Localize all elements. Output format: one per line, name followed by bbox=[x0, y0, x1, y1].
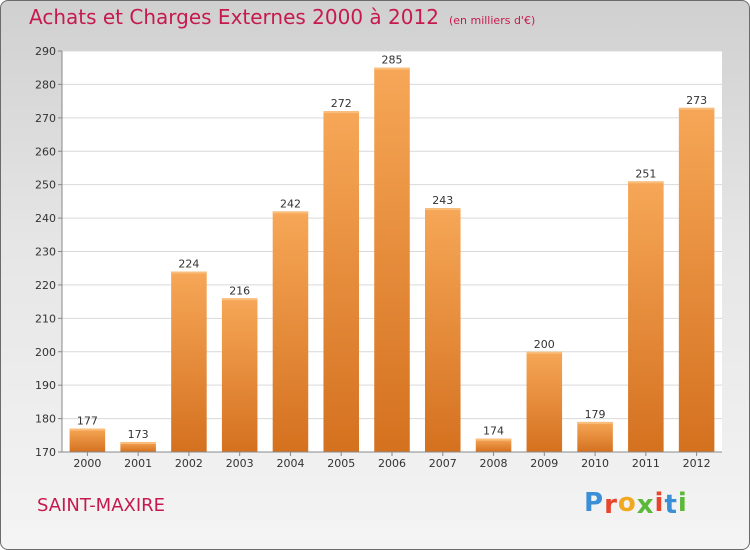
x-tick-label-2008: 2008 bbox=[480, 457, 508, 470]
x-tick-label-2001: 2001 bbox=[124, 457, 152, 470]
bar-2009[interactable] bbox=[526, 351, 563, 452]
x-tick-label-2009: 2009 bbox=[530, 457, 558, 470]
bars-group bbox=[69, 67, 715, 453]
value-label-2004: 242 bbox=[280, 197, 301, 210]
x-tick-label-2002: 2002 bbox=[175, 457, 203, 470]
bar-2011[interactable] bbox=[628, 181, 664, 452]
bar-highlight bbox=[475, 438, 512, 441]
y-tick-label: 200 bbox=[35, 346, 56, 359]
y-tick-label: 280 bbox=[35, 78, 56, 91]
logo-letter: i bbox=[654, 488, 665, 518]
commune-name: SAINT-MAXIRE bbox=[37, 495, 166, 516]
chart-subtitle: (en milliers d'€) bbox=[448, 14, 536, 27]
bar-highlight bbox=[374, 67, 410, 70]
x-axis-ticks: 2000 2001 2002 2003 2004 2005 2006 2007 2008 2009… bbox=[73, 452, 711, 470]
bar-2012[interactable] bbox=[678, 107, 715, 452]
x-tick-label-2005: 2005 bbox=[327, 457, 355, 470]
y-tick-label: 170 bbox=[35, 446, 56, 459]
y-tick-label: 290 bbox=[35, 45, 56, 58]
value-label-2002: 224 bbox=[178, 258, 199, 271]
bar-2005[interactable] bbox=[323, 111, 359, 453]
x-tick-label-2006: 2006 bbox=[378, 457, 406, 470]
y-tick-label: 220 bbox=[35, 279, 56, 292]
value-label-2003: 216 bbox=[229, 284, 250, 297]
proxiti-logo[interactable]: Proxiti bbox=[584, 488, 688, 520]
value-label-2012: 273 bbox=[686, 94, 707, 107]
bar-highlight bbox=[425, 208, 461, 211]
value-label-2000: 177 bbox=[77, 415, 98, 428]
x-tick-label-2011: 2011 bbox=[632, 457, 660, 470]
y-tick-label: 180 bbox=[35, 413, 56, 426]
y-tick-label: 190 bbox=[35, 379, 56, 392]
bar-2000[interactable] bbox=[69, 428, 106, 452]
bar-highlight bbox=[171, 271, 207, 274]
logo-letter: P bbox=[584, 488, 605, 518]
logo-letter: i bbox=[677, 488, 688, 518]
bar-highlight bbox=[526, 351, 563, 354]
logo-letter: o bbox=[617, 488, 637, 518]
bar-2007[interactable] bbox=[425, 208, 461, 452]
bar-highlight bbox=[577, 421, 613, 424]
bar-highlight bbox=[323, 111, 359, 114]
bar-highlight bbox=[69, 428, 106, 431]
value-label-2007: 243 bbox=[432, 194, 453, 207]
bar-highlight bbox=[628, 181, 664, 184]
bar-highlight bbox=[221, 298, 258, 301]
bar-highlight bbox=[678, 107, 715, 110]
y-tick-label: 250 bbox=[35, 179, 56, 192]
value-label-2005: 272 bbox=[331, 97, 352, 110]
bar-2002[interactable] bbox=[171, 271, 207, 452]
value-label-2001: 173 bbox=[128, 428, 149, 441]
bar-2004[interactable] bbox=[272, 211, 309, 452]
bar-2001[interactable] bbox=[120, 441, 156, 452]
y-tick-label: 210 bbox=[35, 312, 56, 325]
bar-highlight bbox=[272, 211, 309, 214]
value-label-2009: 200 bbox=[534, 338, 555, 351]
x-tick-label-2003: 2003 bbox=[226, 457, 254, 470]
logo-letter: x bbox=[636, 490, 655, 520]
x-tick-label-2000: 2000 bbox=[73, 457, 101, 470]
y-axis-ticks: 170 180 190 200 210 220 230 240 250 260 270 280 290 bbox=[35, 45, 62, 459]
value-labels: 177 173 224 216 242 272 285 243 174 200 179 251 273 bbox=[77, 54, 707, 441]
bar-2003[interactable] bbox=[221, 298, 258, 452]
y-tick-label: 230 bbox=[35, 246, 56, 259]
y-tick-label: 270 bbox=[35, 112, 56, 125]
title-text: Achats et Charges Externes 2000 à 2012 bbox=[29, 5, 439, 29]
bar-2008[interactable] bbox=[475, 438, 512, 452]
value-label-2006: 285 bbox=[382, 54, 403, 67]
value-label-2008: 174 bbox=[483, 425, 504, 438]
bar-2006[interactable] bbox=[374, 67, 410, 452]
value-label-2010: 179 bbox=[585, 408, 606, 421]
x-tick-label-2010: 2010 bbox=[581, 457, 609, 470]
x-tick-label-2007: 2007 bbox=[429, 457, 457, 470]
chart-title: Achats et Charges Externes 2000 à 2012 (e… bbox=[29, 5, 535, 29]
value-label-2011: 251 bbox=[635, 167, 656, 180]
bar-highlight bbox=[120, 441, 156, 444]
bar-2010[interactable] bbox=[577, 421, 613, 452]
logo-letter: r bbox=[604, 490, 618, 520]
y-tick-label: 240 bbox=[35, 212, 56, 225]
logo-letter: t bbox=[664, 490, 678, 520]
x-tick-label-2012: 2012 bbox=[683, 457, 711, 470]
x-tick-label-2004: 2004 bbox=[276, 457, 304, 470]
y-tick-label: 260 bbox=[35, 145, 56, 158]
